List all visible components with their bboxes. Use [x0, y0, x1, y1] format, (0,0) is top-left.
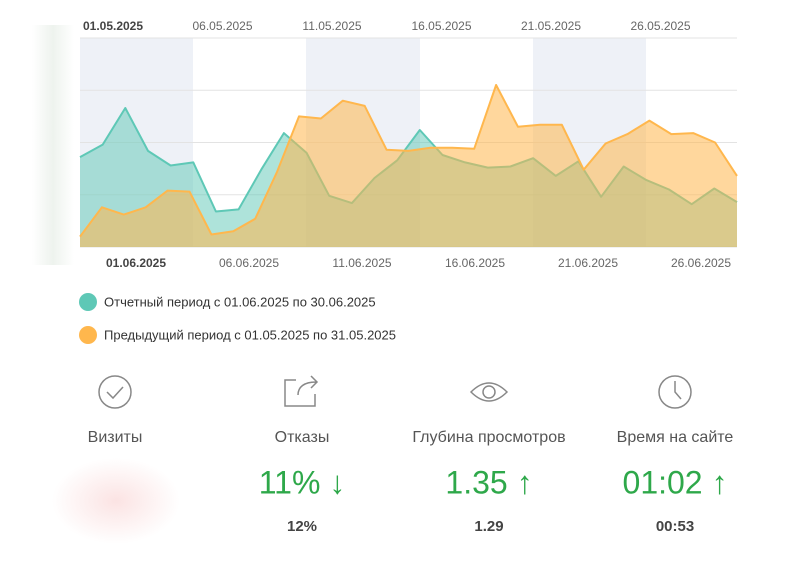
x-tick-label-bottom: 16.06.2025	[445, 256, 505, 270]
metric-previous: 12%	[287, 518, 317, 535]
x-tick-label-bottom: 26.06.2025	[671, 256, 731, 270]
metric-previous: 00:53	[656, 518, 694, 535]
chart: 01.05.2025 06.05.2025 11.05.2025 16.05.2025…	[79, 19, 738, 270]
legend-dot	[79, 293, 97, 311]
legend-label: Предыдущий период с 01.05.2025 по 31.05.…	[104, 327, 396, 342]
x-tick-label-top: 16.05.2025	[411, 19, 471, 33]
x-tick-label-bottom: 01.06.2025	[106, 256, 166, 270]
x-tick-label-top: 26.05.2025	[630, 19, 690, 33]
metric-label: Отказы	[275, 429, 330, 446]
legend-dot	[79, 326, 97, 344]
bounce-icon	[284, 375, 319, 407]
series-area	[80, 85, 737, 247]
time-icon	[658, 375, 692, 409]
visits-icon	[98, 375, 132, 409]
x-tick-label-top: 06.05.2025	[192, 19, 252, 33]
metric-label: Глубина просмотров	[412, 429, 565, 446]
x-tick-label-bottom: 11.06.2025	[332, 256, 391, 270]
metric-previous: 1.29	[474, 518, 503, 535]
x-tick-label-top: 01.05.2025	[83, 19, 143, 33]
series-line	[79, 84, 738, 238]
metric-label: Время на сайте	[617, 429, 734, 446]
depth-icon-pupil	[482, 385, 496, 399]
metric-label: Визиты	[88, 429, 143, 446]
x-tick-label-top: 11.05.2025	[302, 19, 361, 33]
redacted-value	[52, 458, 180, 544]
time-icon-hands	[674, 381, 682, 400]
metric-value: 1.35 ↑	[445, 464, 532, 500]
metric-value: 11% ↓	[259, 464, 346, 500]
visits-icon-check	[106, 386, 124, 400]
metric-value: 01:02 ↑	[623, 464, 728, 500]
x-tick-label-bottom: 21.06.2025	[558, 256, 618, 270]
x-tick-label-top: 21.05.2025	[521, 19, 581, 33]
depth-icon	[469, 382, 509, 402]
x-tick-label-bottom: 06.06.2025	[219, 256, 279, 270]
icons	[98, 375, 692, 409]
blurred-strip	[32, 25, 74, 265]
legend-label: Отчетный период с 01.06.2025 по 30.06.20…	[104, 294, 376, 309]
